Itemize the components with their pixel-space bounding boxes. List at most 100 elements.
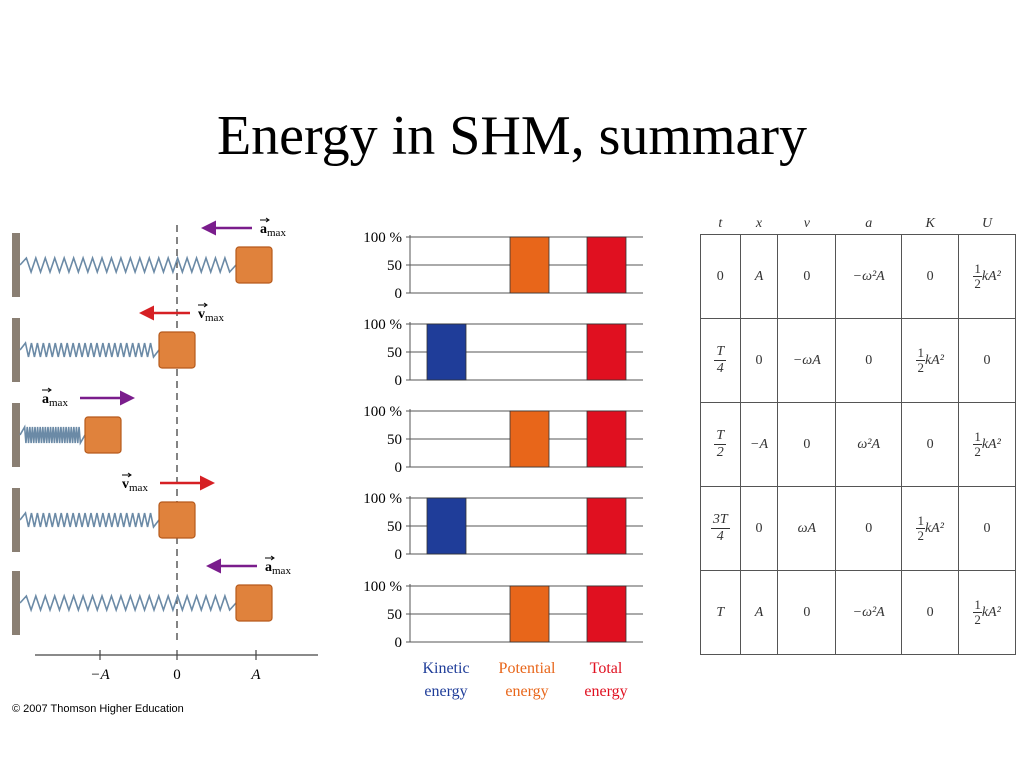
spring xyxy=(19,255,237,275)
wall xyxy=(12,403,20,467)
bar-y-tick-label: 0 xyxy=(395,635,403,651)
energy-bar-panel: 100 % 50 0 xyxy=(363,230,643,302)
header-u: U xyxy=(981,216,993,231)
acceleration-label: amax xyxy=(260,222,286,239)
header-k: K xyxy=(925,216,935,231)
wall xyxy=(12,571,20,635)
cell-t: 0 xyxy=(700,234,741,319)
cell-u: 0 xyxy=(958,318,1016,403)
bar-y-tick-label: 100 % xyxy=(363,404,402,420)
mass-block xyxy=(235,584,273,622)
cell-u: 1 2 kA² xyxy=(958,402,1016,487)
spring xyxy=(19,511,160,529)
bar-y-tick-label: 50 xyxy=(387,432,402,448)
legend-label: energy xyxy=(424,683,467,700)
cell-a: 0 xyxy=(835,486,903,571)
total-energy-bar xyxy=(586,410,627,468)
velocity-label: vmax xyxy=(122,477,148,494)
bar-y-tick-label: 100 % xyxy=(363,317,402,333)
cell-t: T xyxy=(700,570,741,655)
bar-y-tick-label: 100 % xyxy=(363,491,402,507)
table-row: 0 A 0 −ω²A 0 1 2 kA² xyxy=(700,234,1016,319)
table-row: T A 0 −ω²A 0 1 2 kA² xyxy=(700,570,1016,655)
potential-energy-bar xyxy=(509,236,550,294)
bar-y-tick-label: 50 xyxy=(387,258,402,274)
slide-title: Energy in SHM, summary xyxy=(216,105,808,167)
copyright-notice: © 2007 Thomson Higher Education xyxy=(12,703,184,715)
spring-row: amax xyxy=(12,387,135,467)
legend-label: energy xyxy=(584,683,627,700)
cell-a: 0 xyxy=(835,318,903,403)
cell-k: 0 xyxy=(901,402,960,487)
vector-mark-head xyxy=(265,217,270,223)
table-row: T 4 0 −ωA 0 1 2 kA² 0 xyxy=(700,318,1016,403)
cell-x: A xyxy=(739,234,779,319)
velocity-label: vmax xyxy=(198,307,224,324)
cell-u: 1 2 kA² xyxy=(958,570,1016,655)
energy-bar-panel: 100 % 50 0 xyxy=(363,404,643,476)
cell-t: 3T 4 xyxy=(700,486,741,571)
cell-v: 0 xyxy=(777,402,837,487)
cell-u: 1 2 kA² xyxy=(958,234,1016,319)
cell-v: −ωA xyxy=(777,318,837,403)
spring xyxy=(19,593,237,613)
cell-a: −ω²A xyxy=(835,570,903,655)
cell-a: ω²A xyxy=(835,402,903,487)
energy-bar-panel: 100 % 50 0 xyxy=(363,491,643,563)
potential-energy-bar xyxy=(509,585,550,643)
legend-label: Total xyxy=(590,660,623,677)
header-x: x xyxy=(755,216,763,231)
spring-row: vmax xyxy=(12,472,215,552)
vector-mark-head xyxy=(203,302,208,308)
mass-block xyxy=(158,501,196,539)
spring-row: amax xyxy=(12,555,291,635)
bar-y-tick-label: 50 xyxy=(387,519,402,535)
header-v: v xyxy=(803,216,810,231)
cell-x: A xyxy=(739,570,779,655)
cell-k: 0 xyxy=(901,234,960,319)
potential-energy-bar xyxy=(509,410,550,468)
cell-x: −A xyxy=(739,402,779,487)
table-header-row: t x v a K U xyxy=(701,214,1016,235)
legend-label: Potential xyxy=(499,660,556,677)
acceleration-label: amax xyxy=(42,392,68,409)
vector-mark-head xyxy=(270,555,275,561)
energy-bar-charts: 100 % 50 0 100 % 50 0 100 % 50 0 100 % 50 0 100 % 50 0… xyxy=(363,230,643,700)
table-row: 3T 4 0 ωA 0 1 2 kA² 0 xyxy=(700,486,1016,571)
cell-v: 0 xyxy=(777,570,837,655)
bar-y-tick-label: 0 xyxy=(395,460,403,476)
bar-y-tick-label: 0 xyxy=(395,373,403,389)
shm-diagram: amax vmax amax vmax amax −A 0 A 100 % 50 0 100 % 50… xyxy=(12,217,643,700)
bar-y-tick-label: 50 xyxy=(387,345,402,361)
axis-tick-label: −A xyxy=(90,667,110,683)
table-row: T 2 −A 0 ω²A 0 1 2 kA² xyxy=(700,402,1016,487)
bar-y-tick-label: 50 xyxy=(387,607,402,623)
bar-y-tick-label: 100 % xyxy=(363,579,402,595)
cell-k: 0 xyxy=(901,570,960,655)
cell-k: 1 2 kA² xyxy=(901,486,960,571)
acceleration-label: amax xyxy=(265,560,291,577)
cell-v: ωA xyxy=(777,486,837,571)
mass-block xyxy=(158,331,196,369)
axis-tick-label: A xyxy=(250,667,261,683)
mass-block xyxy=(84,416,122,454)
cell-x: 0 xyxy=(739,486,779,571)
spring-row: amax xyxy=(12,217,286,297)
cell-v: 0 xyxy=(777,234,837,319)
legend-label: energy xyxy=(505,683,548,700)
total-energy-bar xyxy=(586,585,627,643)
bar-y-tick-label: 0 xyxy=(395,547,403,563)
spring xyxy=(19,341,160,359)
bar-y-tick-label: 0 xyxy=(395,286,403,302)
total-energy-bar xyxy=(586,497,627,555)
spring xyxy=(19,424,86,446)
spring-row: vmax xyxy=(12,302,224,382)
cell-x: 0 xyxy=(739,318,779,403)
legend-label: Kinetic xyxy=(422,660,469,677)
header-t: t xyxy=(718,216,723,231)
shm-values-table: t x v a K U 0 A 0 −ω²A 0 1 2 kA² T 4 0 −ωA 0 1 2 kA² 0 T 2… xyxy=(700,214,1016,655)
total-energy-bar xyxy=(586,236,627,294)
mass-block xyxy=(235,246,273,284)
